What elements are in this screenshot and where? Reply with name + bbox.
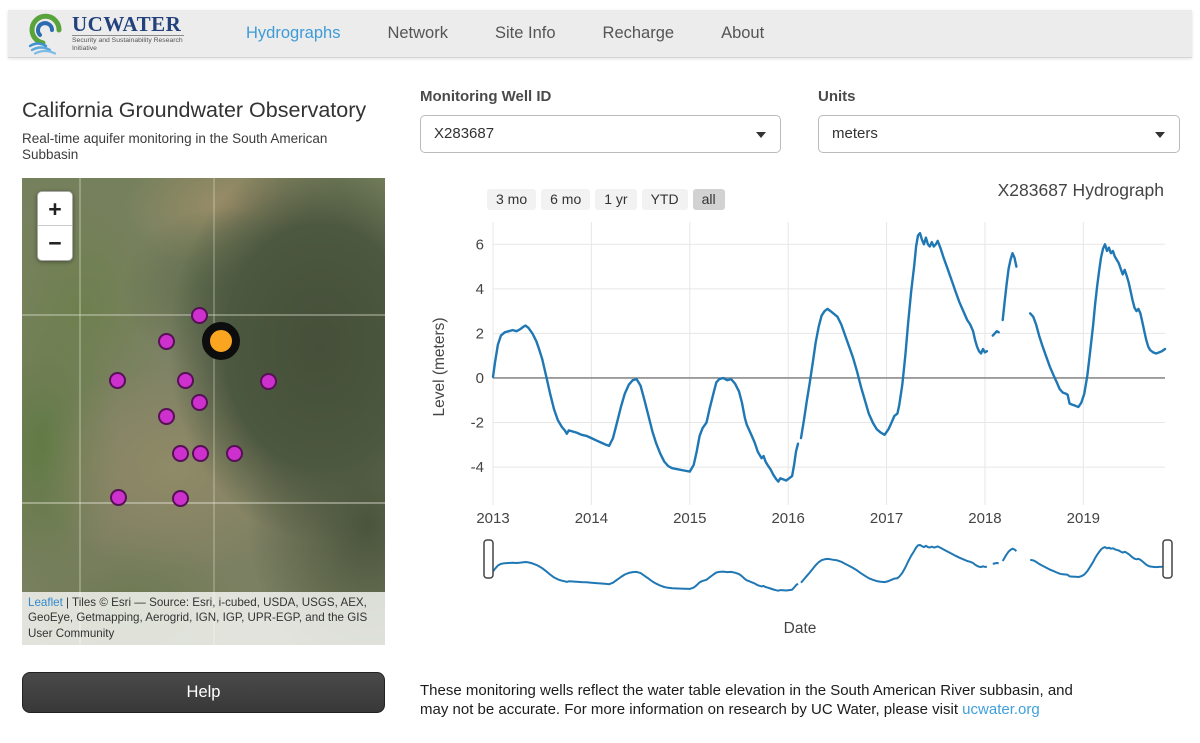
y-tick-label: 6 (476, 236, 484, 253)
well-marker[interactable] (110, 489, 127, 506)
units-select[interactable]: meters (818, 115, 1180, 153)
well-marker[interactable] (191, 307, 208, 324)
range-button-all[interactable]: all (693, 189, 725, 210)
ucwater-org-link[interactable]: ucwater.org (962, 701, 1040, 718)
x-tick-label: 2019 (1067, 510, 1100, 527)
units-value: meters (832, 125, 878, 142)
ucwater-logo-icon (26, 13, 66, 55)
range-button-1yr[interactable]: 1 yr (595, 189, 636, 210)
hydrograph-panel: 3 mo 6 mo 1 yr YTD all X283687 Hydrograp… (420, 178, 1185, 648)
x-tick-label: 2013 (476, 510, 509, 527)
range-slider-handle-right[interactable] (1163, 540, 1172, 578)
range-slider[interactable] (420, 533, 1185, 603)
well-marker[interactable] (172, 490, 189, 507)
zoom-out-button[interactable]: − (38, 226, 72, 260)
well-marker[interactable] (192, 445, 209, 462)
y-tick-label: 0 (476, 370, 484, 387)
hydrograph-line (493, 233, 1165, 482)
x-tick-label: 2016 (771, 510, 804, 527)
ucwater-logo[interactable]: UCWATER Security and Sustainability Rese… (26, 13, 184, 55)
units-label: Units (818, 88, 856, 105)
range-selector: 3 mo 6 mo 1 yr YTD all (487, 189, 725, 210)
right-panel: Monitoring Well ID X283687 Units meters … (420, 88, 1185, 743)
y-tick-label: -2 (471, 415, 484, 432)
range-button-ytd[interactable]: YTD (642, 189, 688, 210)
range-button-6mo[interactable]: 6 mo (541, 189, 590, 210)
zoom-in-button[interactable]: + (38, 192, 72, 226)
x-axis-title: Date (450, 620, 1150, 638)
y-tick-label: 2 (476, 325, 484, 342)
well-marker[interactable] (158, 333, 175, 350)
well-marker[interactable] (226, 445, 243, 462)
y-tick-label: 4 (476, 281, 484, 298)
well-id-label: Monitoring Well ID (420, 88, 551, 105)
x-tick-label: 2018 (968, 510, 1001, 527)
main-nav: Hydrographs Network Site Info Recharge A… (246, 24, 764, 43)
well-marker[interactable] (191, 394, 208, 411)
disclaimer-text: These monitoring wells reflect the water… (420, 682, 1082, 719)
page-title: California Groundwater Observatory (22, 98, 366, 123)
page-subtitle: Real-time aquifer monitoring in the Sout… (22, 131, 385, 163)
hydrograph-chart[interactable]: 2013 2014 2015 2016 2017 2018 2019 6 4 2 0 -2 -4 (420, 220, 1185, 530)
well-marker[interactable] (177, 372, 194, 389)
nav-about[interactable]: About (721, 24, 764, 43)
chevron-down-icon (756, 132, 766, 138)
well-marker[interactable] (158, 408, 175, 425)
y-tick-label: -4 (471, 459, 484, 476)
logo-title: UCWATER (72, 14, 184, 34)
attribution-text: | Tiles © Esri — Source: Esri, i-cubed, … (28, 596, 367, 640)
logo-subtitle: Security and Sustainability Research Ini… (72, 35, 184, 53)
map-attribution: Leaflet | Tiles © Esri — Source: Esri, i… (22, 592, 385, 646)
well-marker[interactable] (109, 372, 126, 389)
app: UCWATER Security and Sustainability Rese… (0, 0, 1200, 743)
well-id-value: X283687 (434, 125, 494, 142)
x-tick-label: 2014 (575, 510, 608, 527)
logo-text: UCWATER Security and Sustainability Rese… (72, 14, 184, 53)
chevron-down-icon (1155, 132, 1165, 138)
top-navigation-bar: UCWATER Security and Sustainability Rese… (8, 10, 1192, 58)
left-panel: California Groundwater Observatory Real-… (22, 88, 385, 728)
chart-title: X283687 Hydrograph (998, 180, 1164, 201)
nav-recharge[interactable]: Recharge (603, 24, 675, 43)
well-marker[interactable] (172, 445, 189, 462)
leaflet-link[interactable]: Leaflet (28, 596, 63, 609)
map-satellite-imagery (22, 178, 385, 645)
map-zoom-control: + − (37, 191, 73, 261)
nav-site-info[interactable]: Site Info (495, 24, 556, 43)
range-slider-line (493, 545, 1165, 591)
well-map[interactable]: + − Leaflet | Tiles © Esri — Source: Esr… (22, 178, 385, 645)
nav-network[interactable]: Network (387, 24, 448, 43)
selected-well-marker[interactable] (202, 322, 240, 360)
well-id-select[interactable]: X283687 (420, 115, 781, 153)
nav-hydrographs[interactable]: Hydrographs (246, 24, 340, 43)
range-slider-handle-left[interactable] (484, 540, 493, 578)
x-tick-label: 2015 (673, 510, 706, 527)
range-button-3mo[interactable]: 3 mo (487, 189, 536, 210)
help-button[interactable]: Help (22, 672, 385, 713)
well-marker[interactable] (260, 373, 277, 390)
x-tick-label: 2017 (870, 510, 903, 527)
